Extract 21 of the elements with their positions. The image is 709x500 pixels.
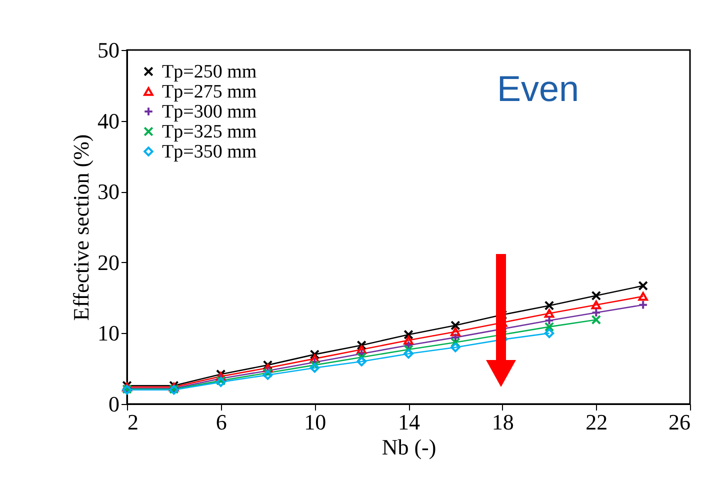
x-tick-label: 26: [668, 410, 690, 434]
x-axis-title: Nb (-): [382, 434, 436, 460]
y-tick-label: 30: [98, 179, 120, 204]
x-tick-label: 2: [128, 410, 138, 434]
legend-label: Tp=350 mm: [162, 142, 257, 162]
legend-label: Tp=300 mm: [162, 102, 257, 122]
legend-label: Tp=325 mm: [162, 122, 257, 142]
annotation: Even: [497, 68, 580, 109]
y-axis-title: Effective section (%): [68, 134, 94, 321]
x-tick-label: 6: [216, 410, 227, 434]
x-tick-label: 10: [304, 410, 326, 434]
y-tick-label: 50: [98, 38, 120, 62]
x-tick-label: 14: [398, 410, 420, 434]
y-tick-label: 20: [98, 250, 120, 275]
y-tick-label: 10: [98, 320, 120, 346]
x-tick-label: 22: [586, 410, 608, 434]
x-tick-label: 18: [492, 410, 514, 434]
legend-label: Tp=250 mm: [162, 62, 257, 82]
legend-label: Tp=275 mm: [162, 82, 257, 102]
y-tick-label: 40: [98, 108, 120, 134]
y-tick-label: 0: [108, 392, 120, 416]
